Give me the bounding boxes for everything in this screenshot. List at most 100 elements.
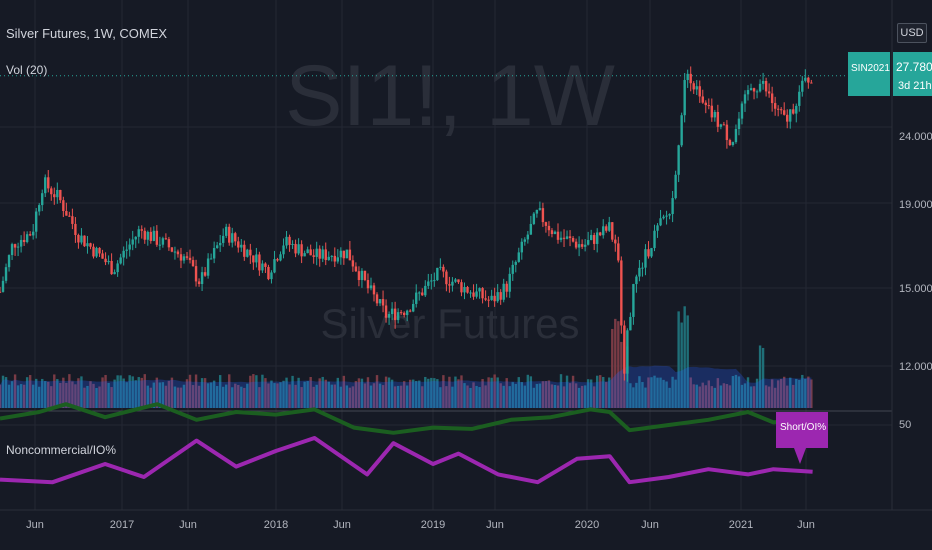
volume-bar [146,385,149,408]
volume-bar [1,375,5,408]
candle-body [641,267,644,269]
candle-body [194,266,198,282]
volume-bar [25,377,29,408]
candle-body [234,233,237,242]
volume-bar [173,386,177,408]
candle-body [22,239,26,243]
candle-body [384,305,388,318]
last-price-tag[interactable]: SIN2021 27.780 3d 21h [848,52,932,96]
volume-bar [34,378,38,408]
currency-button[interactable]: USD [897,23,927,43]
candle-body [614,239,617,244]
candle-body [469,292,472,294]
candle-body [511,264,514,274]
volume-bar [13,374,17,408]
price-axis[interactable]: 24.000 19.000 15.000 12.000 50 [899,131,932,431]
candle-body [212,248,216,259]
candle-body [807,77,810,83]
volume-bar [592,386,596,408]
candle-body [107,260,110,263]
volume-bar [113,379,116,408]
volume-bar [737,376,741,408]
volume-bar [149,387,153,408]
volume-bar [650,377,653,408]
candle-body [282,245,285,255]
candle-body [520,241,523,253]
volume-bar [680,322,683,408]
volume-bar [783,376,786,408]
time-axis[interactable]: Jun 2017 Jun 2018 Jun 2019 Jun 2020 Jun … [26,519,815,531]
volume-bar [38,386,41,408]
candle-body [737,118,741,129]
volume-bar [134,380,137,408]
watermark: SI1!, 1W Silver Futures [285,48,615,347]
candle-body [725,124,729,141]
volume-bar [309,376,312,408]
volume-bar [366,377,370,408]
volume-bar [161,382,165,408]
candle-body [758,83,762,92]
volume-bar [62,377,65,408]
candle-body [264,263,267,267]
volume-bar [50,386,53,408]
candle-body [41,193,44,206]
volume-bar [653,375,656,408]
volume-bar [776,380,780,408]
volume-bar [381,385,385,408]
volume-bar [137,377,140,408]
indicator-callout: Short/OI% [776,412,828,464]
candle-body [300,244,303,257]
candle-body [152,230,156,241]
volume-bar [692,384,695,408]
volume-bar [484,385,487,408]
chart-title: Silver Futures, 1W, COMEX [6,26,167,41]
volume-bar [713,387,717,408]
candle-body [285,236,288,246]
volume-bar [716,378,720,408]
volume-bar [282,380,285,408]
volume-bar [86,385,89,408]
candle-body [490,295,493,300]
volume-bar [288,384,291,408]
volume-bar [71,381,74,408]
volume-bar [68,374,71,408]
volume-bar [369,385,373,408]
volume-bar [209,382,213,408]
candle-body [632,284,635,317]
volume-bar [297,377,300,408]
volume-bar [767,386,771,408]
candle-body [644,249,647,268]
candle-body [231,233,234,243]
volume-bar [276,383,279,408]
volume-bar [466,385,469,408]
volume-bar [360,378,364,408]
volume-bar [318,378,321,408]
candle-body [113,272,116,275]
candle-body [182,256,186,261]
candle-body [291,243,294,245]
volume-bar [375,375,379,408]
candle-body [279,254,282,261]
candle-body [155,230,159,245]
candle-body [659,218,662,226]
candle-body [804,77,807,81]
indicator-pane [0,402,813,485]
volume-bar [668,387,671,408]
candle-body [387,314,391,318]
volume-bar [659,377,662,408]
volume-bar [442,375,445,408]
volume-bar [333,384,336,408]
volume-bar [704,385,707,408]
candle-body [731,142,735,146]
candle-body [357,271,361,281]
candle-body [810,82,813,84]
indicator-line [0,436,813,485]
volume-bar [74,384,77,408]
volume-bar [285,377,288,408]
volume-bar [638,376,641,408]
candle-body [653,230,656,249]
candle-body [101,253,104,259]
candle-body [743,94,747,104]
candle-body [586,240,590,245]
